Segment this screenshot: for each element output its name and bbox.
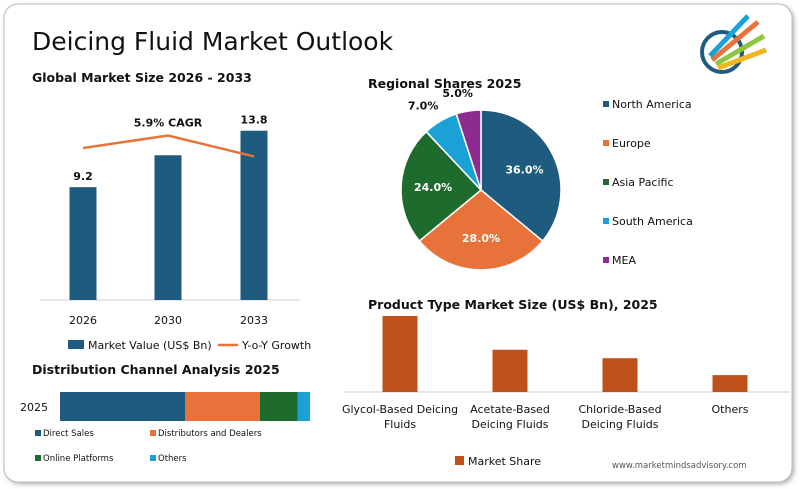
chart-title: Regional Shares 2025 [368,76,521,91]
data-label: 9.2 [73,170,93,183]
legend-swatch [150,430,156,436]
pie-slice [418,189,544,271]
legend-label: Y-o-Y Growth [241,339,311,352]
card [3,3,793,483]
chart-title: Distribution Channel Analysis 2025 [32,362,280,377]
legend-label: South America [612,215,693,228]
x-tick-label: Glycol-Based Deicing Fluids [342,403,458,431]
bar [69,187,97,300]
legend-label: North America [612,98,692,111]
x-tick-label: 2030 [154,314,182,327]
x-tick-label: Acetate-Based Deicing Fluids [470,403,550,431]
x-tick-label: Others [712,403,749,416]
annotation: 5.9% CAGR [134,117,203,130]
data-label: 36.0% [505,164,543,177]
bar [154,155,182,300]
bar [602,358,638,392]
pie-slice [455,109,482,191]
bar-segment [60,392,185,421]
bar [712,375,748,392]
legend-label: Online Platforms [43,454,114,464]
footer: www.marketmindsadvisory.com [612,461,747,471]
legend-label: Others [158,454,187,464]
legend-label: Europe [612,137,651,150]
page-title: Deicing Fluid Market Outlook [32,27,394,56]
legend-swatch [603,140,609,146]
data-label: 7.0% [408,100,439,113]
data-label: 28.0% [462,232,500,245]
legend-swatch [603,101,609,107]
bar-segment [185,392,260,421]
legend-swatch [150,455,156,461]
line [82,134,255,158]
legend-label: Direct Sales [43,429,94,439]
pie-slice [480,109,562,243]
pie-slice [400,130,483,243]
legend-label: Market Share [468,455,541,468]
legend-label: Market Value (US$ Bn) [88,339,212,352]
bar [382,316,418,392]
bar [240,130,268,300]
x-tick-label: 2033 [240,314,268,327]
legend-label: Asia Pacific [612,176,674,189]
logo [700,14,767,74]
chart-title: Global Market Size 2026 - 2033 [32,70,252,85]
chart-title: Product Type Market Size (US$ Bn), 2025 [368,297,658,312]
legend-swatch [68,340,84,349]
legend-swatch [455,456,464,465]
legend-swatch [35,430,41,436]
x-tick-label: 2026 [69,314,97,327]
legend-label: Distributors and Dealers [158,429,262,439]
legend-swatch [603,257,609,263]
bar-segment [260,392,298,421]
legend-swatch [603,218,609,224]
y-tick-label: 2025 [20,401,48,414]
bar [492,349,528,392]
data-label: 13.8 [240,114,267,127]
legend-swatch [603,179,609,185]
data-label: 5.0% [442,87,473,100]
data-label: 24.0% [414,181,452,194]
legend-swatch [35,455,41,461]
x-tick-label: Chloride-Based Deicing Fluids [578,403,661,431]
bar-segment [297,392,310,421]
legend-label: MEA [612,254,636,267]
